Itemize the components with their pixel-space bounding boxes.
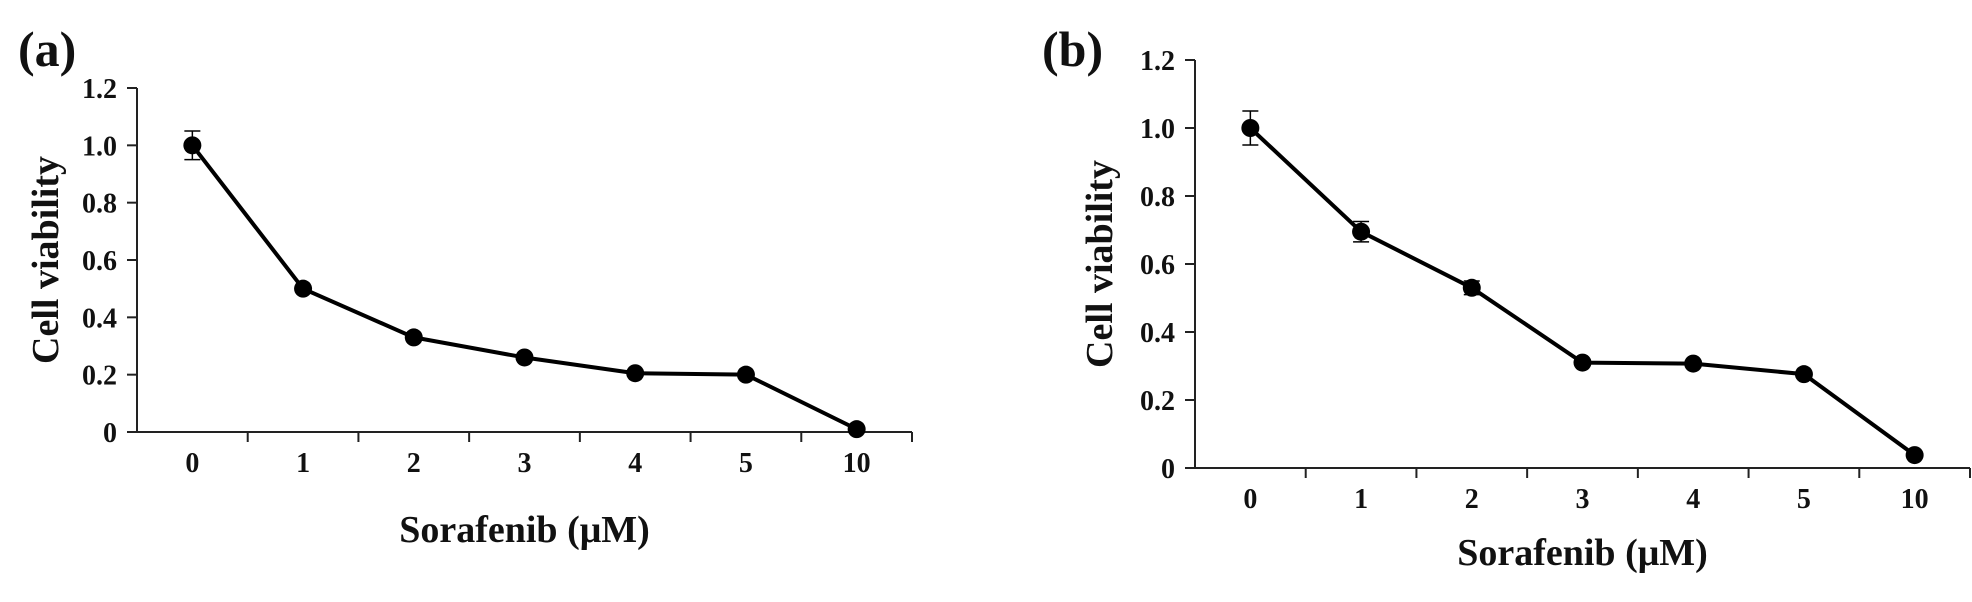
panel-label: (b) xyxy=(1042,21,1103,77)
x-tick-label: 0 xyxy=(1243,484,1257,515)
x-tick-label: 3 xyxy=(518,448,532,479)
x-tick-label: 2 xyxy=(1465,484,1479,515)
y-tick-label: 0.8 xyxy=(1140,182,1175,213)
y-tick-label: 0.2 xyxy=(1140,386,1175,417)
data-point xyxy=(183,136,202,155)
data-point xyxy=(1241,119,1260,137)
data-point xyxy=(1905,446,1924,465)
panel-label: (a) xyxy=(18,21,76,77)
series-line xyxy=(190,144,858,431)
x-tick-label: 0 xyxy=(185,448,199,479)
y-tick-label: 0.4 xyxy=(1140,318,1175,349)
data-point xyxy=(515,348,534,367)
y-axis-title: Cell viability xyxy=(25,156,67,364)
y-tick-label: 0 xyxy=(103,418,117,449)
y-tick-label: 1.0 xyxy=(82,131,117,162)
x-tick-label: 10 xyxy=(843,448,871,479)
y-tick-label: 0.4 xyxy=(82,303,117,334)
y-tick-label: 0.2 xyxy=(82,361,117,392)
y-tick-label: 1.2 xyxy=(82,74,117,105)
series-line xyxy=(1248,126,1916,457)
x-axis-title: Sorafenib (μM) xyxy=(399,509,650,551)
chart-panel-b: (b) 0 0.2 0.4 0.6 0.8 1.0 1.2 0 1 2 3 4 5 10 Sorafenib … xyxy=(1042,21,1971,574)
y-tick-label: 1.0 xyxy=(1140,114,1175,145)
x-tick-label: 1 xyxy=(1354,484,1368,515)
data-point xyxy=(1573,353,1592,372)
x-axis-title: Sorafenib (μM) xyxy=(1457,532,1708,574)
data-point xyxy=(847,420,866,439)
x-tick-label: 4 xyxy=(1686,484,1700,515)
x-tick-label: 5 xyxy=(739,448,753,479)
x-tick-label: 4 xyxy=(628,448,642,479)
x-tick-label: 1 xyxy=(296,448,310,479)
data-point xyxy=(1352,222,1371,241)
x-tick-label: 2 xyxy=(407,448,421,479)
data-point xyxy=(1794,365,1813,384)
y-tick-label: 0.6 xyxy=(82,246,117,277)
data-point xyxy=(404,328,423,347)
y-tick-label: 0 xyxy=(1161,454,1175,485)
data-point xyxy=(736,365,755,384)
data-point xyxy=(1462,278,1481,297)
x-tick-label: 3 xyxy=(1576,484,1590,515)
data-point xyxy=(294,279,313,298)
chart-panel-a: (a) 0 0.2 0.4 0.6 0.8 1.0 1.2 0 1 2 3 4 5 10 Sorafenib … xyxy=(18,21,913,551)
x-tick-label: 5 xyxy=(1797,484,1811,515)
y-tick-label: 0.8 xyxy=(82,189,117,220)
data-point xyxy=(626,364,645,383)
data-point xyxy=(1684,354,1703,373)
y-axis-title: Cell viability xyxy=(1079,160,1121,368)
x-tick-label: 10 xyxy=(1901,484,1929,515)
y-tick-label: 0.6 xyxy=(1140,250,1175,281)
y-tick-label: 1.2 xyxy=(1140,46,1175,77)
